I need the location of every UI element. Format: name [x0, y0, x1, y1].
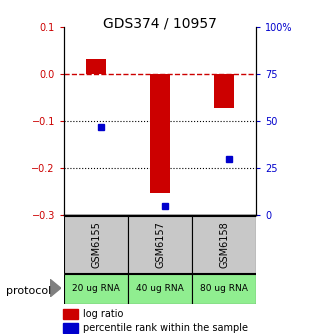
Text: percentile rank within the sample: percentile rank within the sample	[83, 323, 248, 333]
Text: 40 ug RNA: 40 ug RNA	[136, 285, 184, 293]
Text: log ratio: log ratio	[83, 309, 124, 319]
Text: 20 ug RNA: 20 ug RNA	[72, 285, 120, 293]
Bar	[63, 308, 78, 319]
Bar	[86, 59, 106, 74]
FancyBboxPatch shape	[192, 216, 256, 273]
FancyBboxPatch shape	[128, 274, 192, 304]
Text: protocol: protocol	[6, 286, 52, 296]
Text: GDS374 / 10957: GDS374 / 10957	[103, 17, 217, 31]
FancyBboxPatch shape	[192, 274, 256, 304]
Text: 80 ug RNA: 80 ug RNA	[200, 285, 248, 293]
FancyBboxPatch shape	[128, 216, 192, 273]
Text: GSM6158: GSM6158	[219, 221, 229, 268]
FancyBboxPatch shape	[64, 274, 128, 304]
Polygon shape	[50, 279, 61, 297]
Text: GSM6157: GSM6157	[155, 221, 165, 268]
FancyBboxPatch shape	[64, 216, 128, 273]
Bar	[63, 323, 78, 333]
Text: GSM6155: GSM6155	[91, 221, 101, 268]
Bar	[150, 74, 170, 193]
Bar	[214, 74, 234, 108]
